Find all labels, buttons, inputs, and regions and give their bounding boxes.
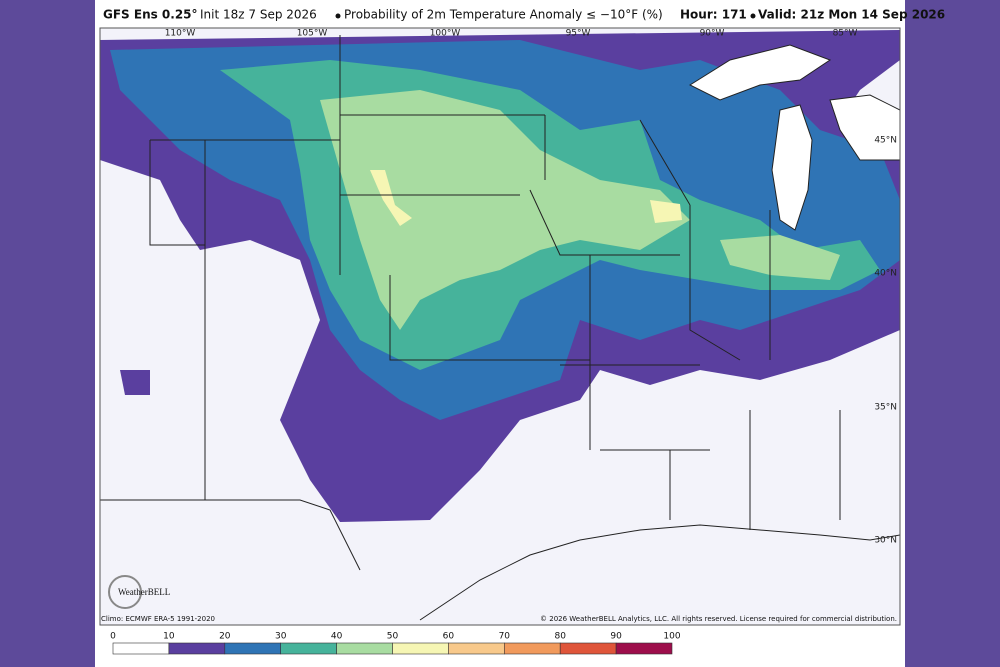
colorbar-segment xyxy=(503,642,561,655)
colorbar-tick-label: 50 xyxy=(387,632,399,642)
lat-label: 40°N xyxy=(874,269,897,279)
lon-label: 85°W xyxy=(833,29,858,39)
colorbar-tick-label: 20 xyxy=(219,632,231,642)
colorbar: 0 10 20 30 40 50 60 70 80 90 100 xyxy=(110,632,681,655)
climo: Climo: ECMWF ERA-5 1991-2020 xyxy=(101,615,215,623)
lat-label: 45°N xyxy=(874,136,897,146)
colorbar-segment xyxy=(615,642,673,655)
colorbar-tick-label: 0 xyxy=(110,632,116,642)
colorbar-tick-label: 40 xyxy=(331,632,343,642)
prob-50 xyxy=(650,200,682,223)
colorbar-tick-label: 100 xyxy=(663,632,680,642)
init: Init 18z 7 Sep 2026 xyxy=(200,8,317,22)
colorbar-segment xyxy=(168,642,226,655)
lake-huron xyxy=(829,94,900,161)
state-lines xyxy=(100,35,841,571)
lon-label: 100°W xyxy=(430,29,461,39)
lake-michigan xyxy=(771,104,813,231)
prob-10 xyxy=(120,370,150,395)
map-frame xyxy=(99,27,901,626)
colorbar-tick-label: 60 xyxy=(443,632,455,642)
colorbar-tick-label: 90 xyxy=(610,632,622,642)
logo: WeatherBELL xyxy=(118,587,170,597)
colorbar-tick-label: 30 xyxy=(275,632,287,642)
bullet xyxy=(750,13,756,19)
copyright: © 2026 WeatherBELL Analytics, LLC. All r… xyxy=(540,615,897,623)
lon-label: 105°W xyxy=(297,29,328,39)
bullet xyxy=(335,13,341,19)
lat-label: 35°N xyxy=(874,403,897,413)
colorbar-segment xyxy=(336,642,393,655)
hour: Hour: 171 xyxy=(680,8,747,22)
model: GFS Ens 0.25° xyxy=(103,8,198,22)
colorbar-segment xyxy=(280,642,337,655)
colorbar-segment xyxy=(392,642,449,655)
colorbar-segment xyxy=(559,642,617,655)
lon-label: 110°W xyxy=(165,29,196,39)
colorbar-segment xyxy=(224,642,282,655)
coastline xyxy=(419,524,900,621)
prob-40 xyxy=(720,235,840,280)
lake-superior xyxy=(688,44,832,101)
prob-40 xyxy=(320,90,690,330)
prob-50 xyxy=(370,170,412,226)
map: 110°W 105°W 100°W 95°W 90°W 85°W 45°N 40… xyxy=(99,27,901,626)
colorbar-tick-label: 10 xyxy=(163,632,175,642)
lon-label: 95°W xyxy=(566,29,591,39)
logo-mark xyxy=(108,575,142,609)
colorbar-segment xyxy=(448,642,505,655)
lat-label: 30°N xyxy=(874,536,897,546)
valid: Valid: 21z Mon 14 Sep 2026 xyxy=(758,8,945,22)
title: Probability of 2m Temperature Anomaly ≤ … xyxy=(344,8,663,22)
colorbar-segment xyxy=(112,642,170,655)
colorbar-tick-label: 80 xyxy=(554,632,566,642)
lon-label: 90°W xyxy=(700,29,725,39)
colorbar-tick-label: 70 xyxy=(499,632,511,642)
